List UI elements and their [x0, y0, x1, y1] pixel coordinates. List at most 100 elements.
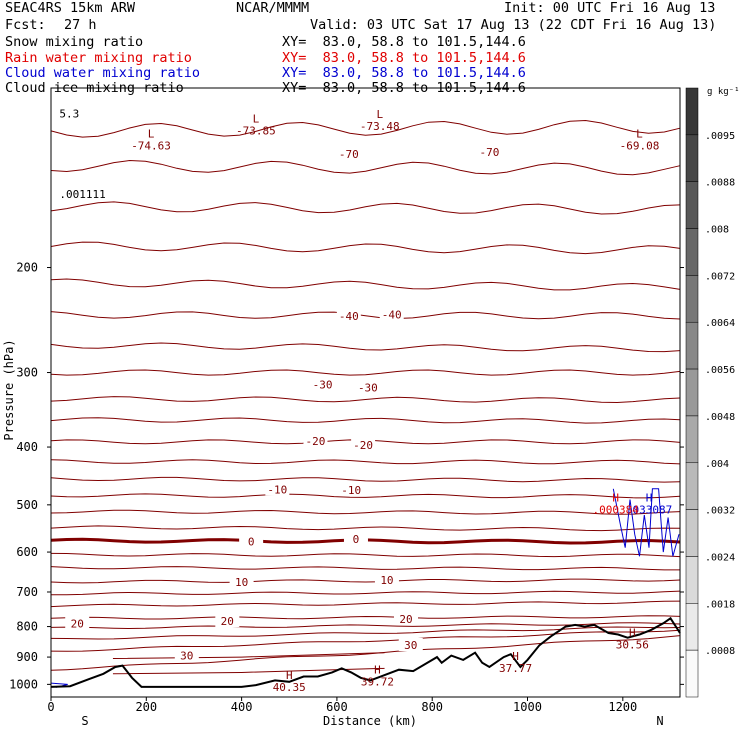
isotherm-label-bg: [398, 637, 423, 651]
temperature-extremum-letter: L: [253, 113, 260, 126]
valid-time: Valid: 03 UTC Sat 17 Aug 13 (22 CDT Fri …: [310, 17, 717, 33]
isotherm-line: [50, 159, 681, 176]
isotherm-line: [50, 417, 681, 424]
isotherm-line: [112, 652, 385, 660]
isotherm-label-bg: [65, 616, 90, 630]
x-tick-label: 800: [421, 700, 443, 714]
colorbar-tick-label: .0048: [705, 412, 735, 423]
colorbar-unit: g kg⁻¹: [707, 87, 740, 97]
isotherm-label: -70: [479, 146, 499, 159]
rain-water-max-value: .000384: [592, 503, 639, 516]
isotherm-label: 30: [404, 639, 417, 652]
x-tick-label: 0: [47, 700, 54, 714]
model-title: SEAC4RS 15km ARW: [5, 0, 136, 16]
isotherm-label-bg: [374, 572, 399, 586]
isotherm-label: 0: [248, 535, 255, 548]
isotherm-label: -40: [382, 309, 402, 322]
isotherm-label: 20: [71, 617, 84, 630]
isotherm-label-bg: [215, 614, 240, 628]
isotherm-line: [50, 119, 681, 138]
isotherm-line: [50, 552, 681, 558]
isotherm-line: [50, 369, 681, 376]
y-tick-label: 200: [16, 261, 38, 275]
x-tick-label: 1200: [608, 700, 637, 714]
y-tick-label: 300: [16, 366, 38, 380]
plot-frame: [50, 87, 681, 698]
x-tick-label: 1000: [513, 700, 542, 714]
colorbar-swatch: [685, 509, 699, 557]
isotherm-label: -40: [339, 310, 359, 323]
temperature-extremum-value: 40.35: [273, 681, 306, 694]
isotherm-line: [50, 476, 681, 483]
colorbar-tick-label: .0095: [705, 131, 735, 142]
colorbar-tick-label: .0008: [705, 646, 735, 657]
colorbar-swatch: [685, 603, 699, 651]
isotherm-label-bg: [336, 146, 361, 160]
temperature-extremum-value: -73.85: [236, 125, 276, 138]
colorbar-swatch: [685, 368, 699, 417]
y-tick-label: 900: [16, 650, 38, 664]
field-name-snow: Snow mixing ratio: [5, 34, 144, 50]
isotherm-line: [50, 493, 681, 499]
colorbar-swatch: [685, 87, 699, 136]
forecast-hours: 27 h: [64, 17, 97, 33]
isotherm-line: [50, 342, 681, 353]
colorbar-swatch: [685, 228, 699, 276]
temperature-contours: [50, 119, 681, 675]
snow-ice-extremum: 5.3: [59, 107, 79, 120]
y-tick-label: 1000: [9, 677, 38, 691]
colorbar-tick-label: .0056: [705, 365, 735, 376]
y-tick-label: 500: [16, 498, 38, 512]
field-xy-snow: XY= 83.0, 58.8 to 101.5,144.6: [282, 34, 526, 50]
isotherm-label-bg: [394, 612, 419, 626]
y-tick-label: 600: [16, 545, 38, 559]
isotherm-label-bg: [355, 380, 380, 394]
temperature-extremum-letter: H: [512, 650, 519, 663]
isotherm-line: [50, 566, 680, 571]
temperature-extremum-value: 37.77: [499, 662, 532, 675]
terrain-line: [50, 616, 681, 688]
isotherm-line: [50, 525, 681, 532]
isotherm-label-bg: [351, 438, 376, 452]
temperature-extremum-letter: L: [376, 108, 383, 121]
isotherm-label-bg: [477, 144, 502, 158]
cloud-water-max-letter: H: [646, 491, 653, 504]
isotherm-line: [50, 629, 681, 652]
isotherm-line: [50, 509, 681, 515]
organization-label: NCAR/MMMM: [236, 0, 310, 16]
isotherm-label: -20: [306, 435, 326, 448]
colorbar-tick-label: .0032: [705, 506, 735, 517]
colorbar-tick-label: .0064: [705, 318, 735, 329]
isotherm-line: [51, 590, 681, 596]
isotherm-label-bg: [303, 434, 328, 448]
isotherm-line: [50, 278, 681, 291]
colorbar-swatch: [685, 415, 699, 464]
field-xy-cloud-water: XY= 83.0, 58.8 to 101.5,144.6: [282, 65, 526, 81]
isotherm-label: 0: [353, 533, 360, 546]
isotherm-label: -10: [341, 484, 361, 497]
isotherm-label-bg: [229, 574, 254, 588]
isotherm-line: [50, 626, 681, 640]
isotherm-label: -70: [339, 148, 359, 161]
isotherm-label-bg: [265, 482, 290, 496]
colorbar-swatch: [685, 181, 699, 229]
isotherm-label: -20: [353, 439, 373, 452]
isotherm-label-bg: [336, 308, 361, 322]
colorbar-swatch: [685, 134, 699, 182]
x-tick-label: 400: [231, 700, 253, 714]
colorbar-tick-label: .0088: [705, 178, 735, 189]
colorbar-swatch: [685, 321, 699, 370]
temperature-extremum-value: -69.08: [620, 140, 660, 153]
forecast-label: Fcst:: [5, 17, 46, 33]
temperature-extremum-value: 30.56: [616, 638, 649, 651]
isotherm-label-bg: [174, 648, 199, 662]
isotherm-label-bg: [379, 307, 404, 321]
snow-ice-extremum: .001111: [59, 188, 105, 201]
isotherm-label-bg: [310, 377, 335, 391]
contour-labels: -70 -70 -40 -40 -30 -30 -20 -20 -10 -10 0 0 10 10 20 20…: [59, 107, 672, 694]
colorbar-tick-label: .008: [705, 225, 729, 236]
isotherm-line: [50, 615, 681, 620]
isotherm-line: [50, 201, 681, 215]
